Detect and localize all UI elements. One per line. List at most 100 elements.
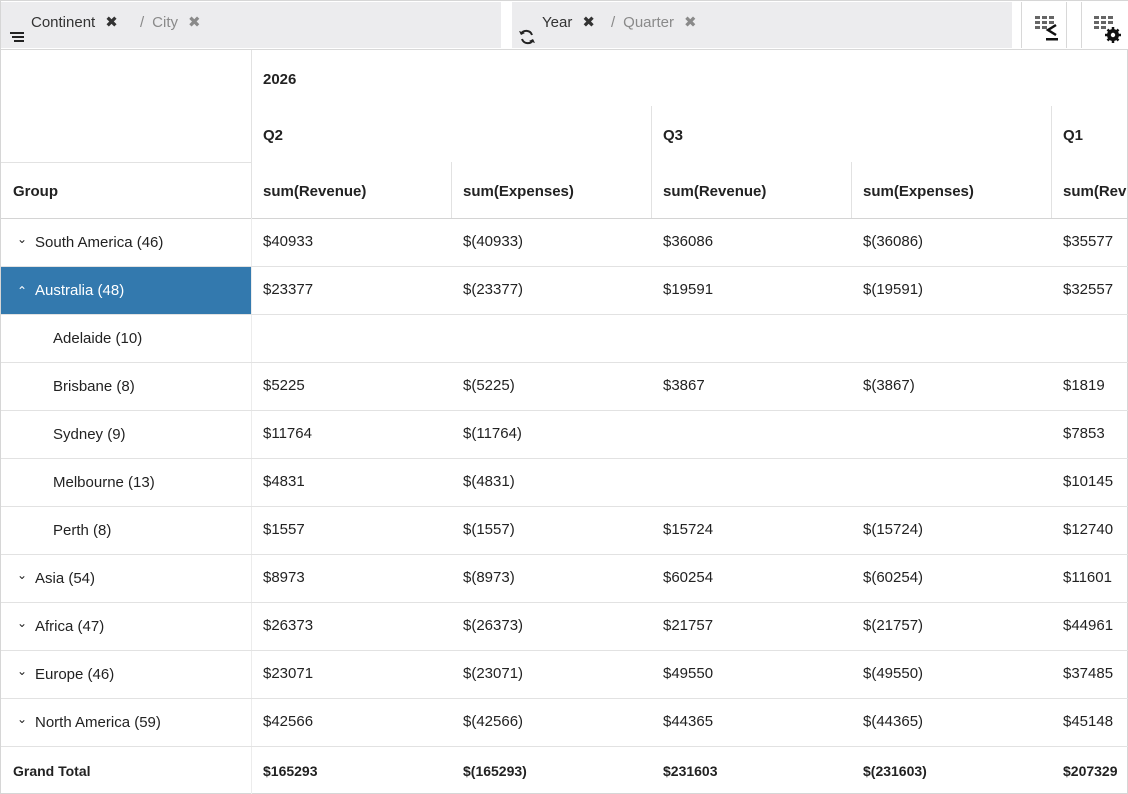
chevron-down-icon[interactable]: ⌄ <box>16 567 28 582</box>
column-group-chip-quarter[interactable]: / Quarter ✖ <box>589 13 697 32</box>
chevron-up-icon[interactable]: ⌃ <box>16 283 28 298</box>
value-cell: $7853 <box>1063 425 1105 442</box>
value-cell: $(5225) <box>463 377 515 394</box>
value-cell: $(49550) <box>863 665 924 682</box>
value-cell: $12740 <box>1063 521 1114 538</box>
row-group-label[interactable]: ⌄ Africa (47) <box>1 603 251 650</box>
measure-header[interactable]: sum(Expenses) <box>863 183 974 200</box>
row-group-label[interactable]: Sydney (9) <box>1 411 251 458</box>
value-cell: $19591 <box>663 281 714 298</box>
measure-header[interactable]: sum(Expenses) <box>463 183 574 200</box>
value-cell: $(3867) <box>863 377 915 394</box>
value-cell: $21757 <box>663 617 714 634</box>
quarter-header-q2: Q2 <box>263 127 284 144</box>
value-cell: $37485 <box>1063 665 1114 682</box>
row-group-chip-city[interactable]: / City ✖ <box>118 13 201 32</box>
row-group-label[interactable]: ⌄ South America (46) <box>1 219 251 266</box>
value-cell: $26373 <box>263 617 314 634</box>
row-group-label[interactable]: ⌃ Australia (48) <box>1 267 251 314</box>
value-cell: $(40933) <box>463 233 524 250</box>
value-cell: $11764 <box>263 425 312 442</box>
value-cell: $(1557) <box>463 521 515 538</box>
value-cell: $44961 <box>1063 617 1114 634</box>
row-group-label[interactable]: Melbourne (13) <box>1 459 251 506</box>
value-cell: $35577 <box>1063 233 1114 250</box>
value-cell: $(11764) <box>463 425 522 442</box>
value-cell: $44365 <box>663 713 714 730</box>
grand-total-cell: $231603 <box>663 763 718 779</box>
group-column-header[interactable]: Group <box>13 183 58 200</box>
group-separator: / <box>140 13 145 31</box>
remove-quarter-icon[interactable]: ✖ <box>684 14 697 31</box>
row-group-label[interactable]: ⌄ Asia (54) <box>1 555 251 602</box>
value-cell: $42566 <box>263 713 314 730</box>
row-group-chip-continent[interactable]: Continent ✖ <box>31 13 118 32</box>
table-row[interactable]: Perth (8) $1557 $(1557) $15724 $(15724) $1274… <box>1 507 1128 555</box>
measure-header[interactable]: sum(Rev <box>1063 183 1127 200</box>
row-group-label[interactable]: ⌄ North America (59) <box>1 699 251 746</box>
pivot-grid: 2026 Q2 Q3 Q1 Group sum(Revenue) sum(Exp… <box>1 50 1128 794</box>
value-cell: $(42566) <box>463 713 524 730</box>
chip-label: Quarter <box>623 13 675 31</box>
row-label-text: Adelaide (10) <box>53 330 143 347</box>
column-groups-panel[interactable]: Year ✖ / Quarter ✖ <box>512 2 1012 48</box>
settings-button[interactable] <box>1081 2 1128 48</box>
row-label-text: Africa (47) <box>35 618 105 635</box>
value-cell: $(26373) <box>463 617 524 634</box>
row-group-label[interactable]: ⌄ Europe (46) <box>1 651 251 698</box>
row-label-text: South America (46) <box>35 234 164 251</box>
value-cell: $(15724) <box>863 521 924 538</box>
chip-label: Continent <box>31 13 96 31</box>
table-row[interactable]: Brisbane (8) $5225 $(5225) $3867 $(3867) $181… <box>1 363 1128 411</box>
value-cell: $11601 <box>1063 569 1112 586</box>
remove-city-icon[interactable]: ✖ <box>188 14 201 31</box>
value-cell: $4831 <box>263 473 305 490</box>
row-label-text: North America (59) <box>35 714 161 731</box>
row-group-label[interactable]: Adelaide (10) <box>1 315 251 362</box>
measure-header[interactable]: sum(Revenue) <box>663 183 767 200</box>
table-row[interactable]: ⌄ North America (59) $42566 $(42566) $44365 $… <box>1 699 1128 747</box>
table-row[interactable]: ⌄ Europe (46) $23071 $(23071) $49550 $(49550)… <box>1 651 1128 699</box>
grand-total-cell: $207329 <box>1063 763 1118 779</box>
value-cell: $49550 <box>663 665 714 682</box>
chevron-down-icon[interactable]: ⌄ <box>16 711 28 726</box>
value-cell: $(60254) <box>863 569 924 586</box>
table-row[interactable]: ⌃ Australia (48) $23377 $(23377) $19591 $(195… <box>1 267 1128 315</box>
chevron-down-icon[interactable]: ⌄ <box>16 231 28 246</box>
table-row[interactable]: ⌄ Asia (54) $8973 $(8973) $60254 $(60254) $116… <box>1 555 1128 603</box>
refresh-icon[interactable] <box>518 29 536 45</box>
value-cell: $23071 <box>263 665 314 682</box>
value-cell: $10145 <box>1063 473 1114 490</box>
row-label-text: Asia (54) <box>35 570 96 587</box>
measure-header[interactable]: sum(Revenue) <box>263 183 367 200</box>
row-grouping-icon[interactable] <box>8 28 26 44</box>
quarter-header-q1: Q1 <box>1063 127 1084 144</box>
value-cell: $8973 <box>263 569 305 586</box>
row-label-text: Brisbane (8) <box>53 378 135 395</box>
row-groups-panel[interactable]: Continent ✖ / City ✖ <box>1 2 501 48</box>
chevron-down-icon[interactable]: ⌄ <box>16 663 28 678</box>
value-cell: $36086 <box>663 233 714 250</box>
value-cell: $(36086) <box>863 233 924 250</box>
value-cell: $(4831) <box>463 473 515 490</box>
quarter-header-q3: Q3 <box>663 127 684 144</box>
column-group-chip-year[interactable]: Year ✖ <box>542 13 595 32</box>
remove-continent-icon[interactable]: ✖ <box>105 14 118 31</box>
grid-settings-icon <box>1094 16 1121 43</box>
column-layout-button[interactable] <box>1021 2 1067 48</box>
table-row[interactable]: Sydney (9) $11764 $(11764) $7853 <box>1 411 1128 459</box>
row-group-label[interactable]: Brisbane (8) <box>1 363 251 410</box>
value-cell: $(23071) <box>463 665 524 682</box>
chip-label: Year <box>542 13 573 31</box>
chevron-down-icon[interactable]: ⌄ <box>16 615 28 630</box>
table-row[interactable]: Adelaide (10) <box>1 315 1128 363</box>
row-group-label[interactable]: Perth (8) <box>1 507 251 554</box>
table-row[interactable]: ⌄ South America (46) $40933 $(40933) $36086 $… <box>1 219 1128 267</box>
value-cell: $1557 <box>263 521 305 538</box>
grid-collapse-icon <box>1035 16 1058 41</box>
table-row[interactable]: ⌄ Africa (47) $26373 $(26373) $21757 $(21757)… <box>1 603 1128 651</box>
table-row[interactable]: Melbourne (13) $4831 $(4831) $10145 <box>1 459 1128 507</box>
value-cell: $3867 <box>663 377 705 394</box>
value-cell: $5225 <box>263 377 305 394</box>
remove-year-icon[interactable]: ✖ <box>582 14 595 31</box>
